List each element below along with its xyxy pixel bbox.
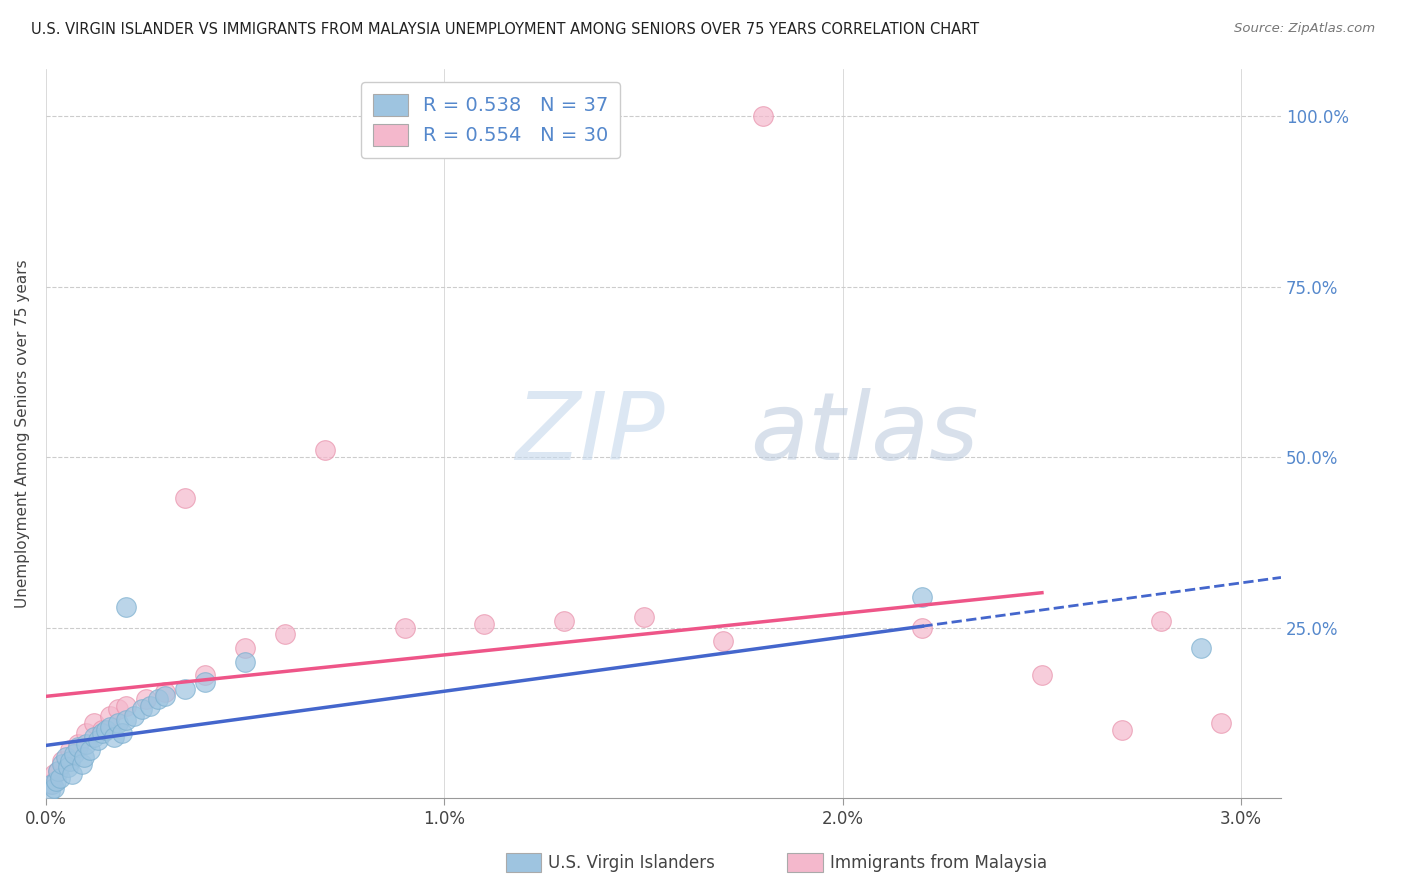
Point [66, 739, 89, 754]
Point [911, 621, 934, 635]
Point [83, 716, 105, 731]
Point [60, 767, 83, 781]
Point [1031, 668, 1053, 682]
Point [553, 614, 575, 628]
Point [194, 675, 217, 690]
Point [114, 600, 136, 615]
Point [1150, 614, 1173, 628]
Point [1111, 723, 1133, 737]
Point [233, 641, 256, 656]
Point [472, 617, 495, 632]
Point [233, 655, 256, 669]
Point [83, 730, 105, 744]
Point [155, 689, 177, 703]
Text: U.S. VIRGIN ISLANDER VS IMMIGRANTS FROM MALAYSIA UNEMPLOYMENT AMONG SENIORS OVER: U.S. VIRGIN ISLANDER VS IMMIGRANTS FROM … [31, 22, 979, 37]
Point [122, 709, 145, 723]
Point [98, 720, 121, 734]
Y-axis label: Unemployment Among Seniors over 75 years: Unemployment Among Seniors over 75 years [15, 259, 30, 607]
Point [73, 750, 96, 764]
Point [46, 764, 69, 778]
Point [94, 723, 117, 737]
Point [103, 730, 125, 744]
Point [90, 726, 112, 740]
Point [59, 754, 82, 768]
Point [90, 723, 112, 737]
Point [155, 685, 177, 699]
Point [75, 737, 97, 751]
Point [63, 747, 86, 761]
Point [51, 757, 73, 772]
Point [42, 767, 65, 781]
Point [1189, 641, 1212, 656]
Point [111, 726, 134, 740]
Point [98, 709, 121, 723]
Point [59, 743, 82, 757]
Point [55, 750, 77, 764]
Point [274, 627, 297, 641]
Point [70, 757, 93, 772]
Point [135, 692, 157, 706]
Point [87, 733, 110, 747]
Text: U.S. Virgin Islanders: U.S. Virgin Islanders [548, 854, 716, 871]
Text: atlas: atlas [749, 388, 979, 479]
Text: Immigrants from Malaysia: Immigrants from Malaysia [830, 854, 1046, 871]
Point [1211, 716, 1233, 731]
Point [45, 774, 67, 789]
Point [79, 743, 101, 757]
Point [107, 702, 129, 716]
Point [46, 764, 69, 778]
Point [114, 713, 136, 727]
Point [56, 760, 79, 774]
Point [633, 610, 655, 624]
Point [174, 491, 197, 505]
Point [146, 692, 169, 706]
Point [711, 634, 734, 648]
Point [42, 780, 65, 795]
Point [911, 590, 934, 604]
Point [131, 702, 153, 716]
Point [138, 699, 160, 714]
Point [75, 726, 97, 740]
Point [39, 784, 62, 798]
Point [752, 109, 775, 123]
Point [107, 716, 129, 731]
Point [41, 777, 63, 791]
Point [66, 737, 89, 751]
Point [51, 754, 73, 768]
Point [39, 777, 62, 791]
Text: ZIP: ZIP [515, 388, 665, 479]
Point [194, 668, 217, 682]
Legend: R = 0.538   N = 37, R = 0.554   N = 30: R = 0.538 N = 37, R = 0.554 N = 30 [361, 82, 620, 158]
Point [314, 443, 336, 458]
Point [114, 699, 136, 714]
Text: Source: ZipAtlas.com: Source: ZipAtlas.com [1234, 22, 1375, 36]
Point [394, 621, 416, 635]
Point [174, 681, 197, 696]
Point [49, 771, 72, 785]
